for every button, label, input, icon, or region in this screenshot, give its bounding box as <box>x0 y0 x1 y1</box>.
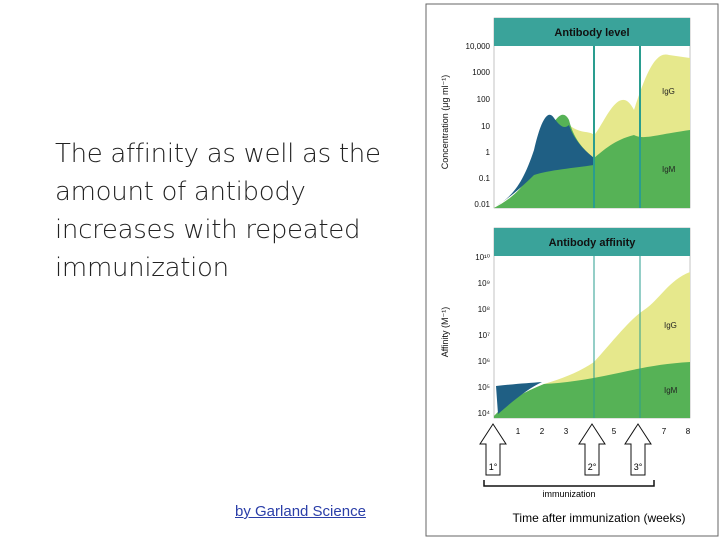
bottom-igm-early <box>496 382 542 414</box>
top-igg-label: IgG <box>662 87 675 96</box>
slide-body-text: The affinity as well as the amount of an… <box>55 139 381 283</box>
arrow-icon <box>624 423 652 476</box>
bottom-ytick: 10⁵ <box>478 383 490 392</box>
bottom-ytick: 10⁶ <box>478 357 490 366</box>
top-panel-title: Antibody level <box>554 27 629 39</box>
top-ytick: 1000 <box>472 68 490 77</box>
credit-link[interactable]: by Garland Science <box>235 503 366 520</box>
arrow-icon <box>578 423 606 476</box>
top-igm-label: IgM <box>662 165 676 174</box>
bottom-title-band <box>494 228 690 256</box>
top-ytick: 10 <box>481 122 490 131</box>
top-ytick: 10,000 <box>466 42 491 51</box>
bottom-panel: Antibody affinity IgG IgM 10¹⁰ 10⁹ 10⁸ 1… <box>440 227 691 419</box>
bottom-ytick: 10⁹ <box>478 279 490 288</box>
bottom-ytick: 10⁷ <box>478 331 490 340</box>
top-panel: Antibody level IgG IgM 10,000 1000 100 1… <box>440 17 691 209</box>
immunization-3: 3° <box>634 462 643 472</box>
top-igm-early-peak <box>496 114 594 206</box>
x-tick: 8 <box>686 427 691 436</box>
bottom-ytick: 10⁴ <box>478 409 491 418</box>
x-tick: 3 <box>564 427 569 436</box>
top-ytick: 0.01 <box>474 200 490 209</box>
immunization-markers: 1° 2° 3° immunization Time after immuniz… <box>479 423 686 525</box>
immunization-label: immunization <box>542 489 595 499</box>
x-tick: 7 <box>662 427 667 436</box>
figure-border <box>425 3 719 537</box>
bottom-ytick: 10⁸ <box>478 305 490 314</box>
x-tick: 2 <box>540 427 545 436</box>
x-tick: 1 <box>516 427 521 436</box>
top-ytick: 0.1 <box>479 174 491 183</box>
arrow-icon <box>479 423 507 476</box>
x-tick: 5 <box>612 427 617 436</box>
top-ylabel: Concentration (μg ml⁻¹) <box>440 75 450 169</box>
bottom-igg-label: IgG <box>664 321 677 330</box>
bottom-ytick: 10¹⁰ <box>475 253 490 262</box>
bottom-igm-area <box>494 362 690 418</box>
top-title-band <box>494 18 690 46</box>
x-axis-title: Time after immunization (weeks) <box>513 511 686 525</box>
top-ytick: 100 <box>477 95 491 104</box>
antibody-figure: Antibody level IgG IgM 10,000 1000 100 1… <box>424 0 720 540</box>
top-ytick: 1 <box>486 148 491 157</box>
bottom-ylabel: Affinity (M⁻¹) <box>440 307 450 358</box>
immunization-1: 1° <box>489 462 498 472</box>
bottom-igm-label: IgM <box>664 386 678 395</box>
immunization-bracket <box>483 480 655 487</box>
immunization-2: 2° <box>588 462 597 472</box>
bottom-panel-title: Antibody affinity <box>549 237 637 249</box>
